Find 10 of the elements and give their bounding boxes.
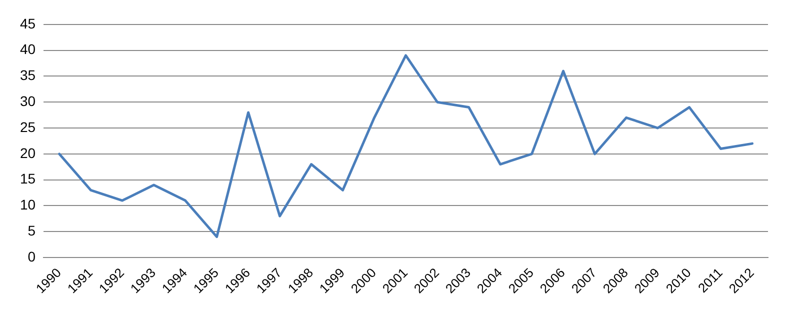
y-tick-label: 40: [20, 41, 36, 58]
y-tick-label: 0: [28, 248, 36, 264]
y-tick-label: 45: [20, 15, 36, 32]
y-tick-label: 25: [20, 118, 36, 135]
y-tick-label: 15: [20, 170, 36, 187]
y-tick-label: 10: [20, 196, 36, 213]
y-tick-label: 30: [20, 92, 36, 109]
y-tick-label: 5: [28, 222, 36, 238]
y-tick-label: 20: [20, 144, 36, 161]
y-tick-label: 35: [20, 67, 36, 84]
